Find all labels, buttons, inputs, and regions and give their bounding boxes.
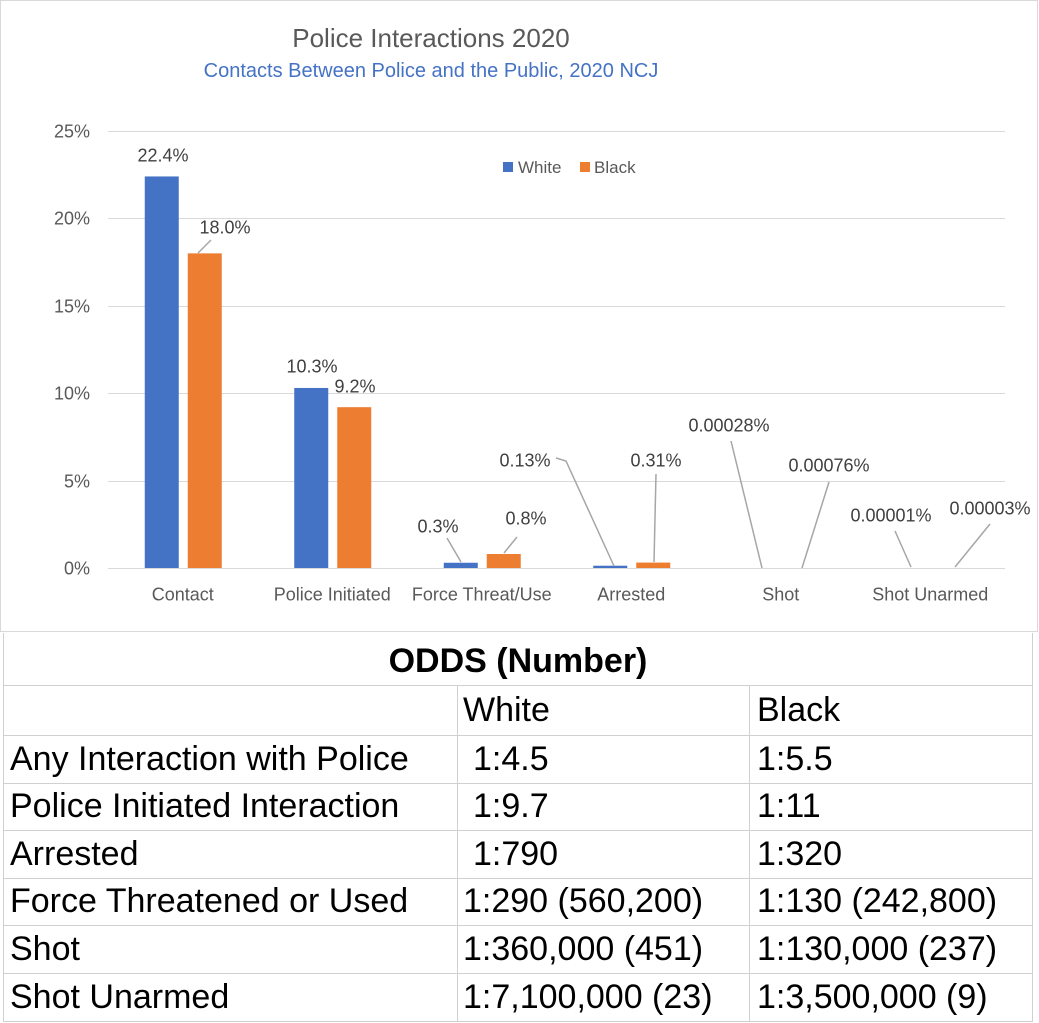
header-black: Black [757, 691, 841, 729]
leader-line-white-shot-unarmed [894, 530, 912, 568]
table-row: Shot Unarmed 1:7,100,000 (23) 1:3,500,00… [4, 973, 1032, 1021]
legend: White Black [503, 158, 636, 177]
data-label-black-arrested: 0.31% [630, 451, 681, 471]
table-row: Arrested 1:790 1:320 [4, 831, 1032, 879]
row-label: Shot [4, 926, 458, 973]
leader-line-white-force-threat-use [446, 537, 462, 563]
leader-line-white-shot [730, 440, 763, 569]
white-odds: 1:360,000 (451) [458, 926, 750, 973]
chart-title: Police Interactions 2020 [292, 23, 570, 53]
y-tick-label: 15% [54, 297, 90, 317]
bar-black-police-initiated [337, 407, 372, 568]
black-odds: 1:320 [757, 834, 843, 873]
black-odds: 1:5.5 [757, 739, 833, 778]
table-row: Force Threatened or Used 1:290 (560,200)… [4, 878, 1032, 926]
white-odds: 1:290 (560,200) [458, 878, 750, 925]
x-tick-label-police-initiated: Police Initiated [274, 585, 391, 605]
y-tick-label: 0% [64, 559, 90, 579]
chart-panel: Police Interactions 2020 Contacts Betwee… [0, 0, 1038, 632]
data-label-black-force-threat-use: 0.8% [505, 509, 546, 529]
bar-white-contact [144, 176, 179, 568]
data-label-white-police-initiated: 10.3% [286, 357, 337, 377]
black-odds: 1:11 [757, 787, 821, 826]
bar-white-force-threat-use [443, 562, 478, 568]
table-header-row: White Black [4, 686, 1032, 736]
data-label-black-shot-unarmed: 0.00003% [949, 499, 1030, 519]
chart-subtitle: Contacts Between Police and the Public, … [204, 60, 659, 82]
y-tick-label: 25% [54, 122, 90, 142]
table-row: Any Interaction with Police 1:4.5 1:5.5 [4, 736, 1032, 784]
gridlines [108, 131, 1005, 569]
row-label: Any Interaction with Police [4, 736, 458, 783]
leader-line-black-shot-unarmed [954, 523, 991, 568]
legend-label-white: White [518, 158, 561, 177]
y-tick-label: 10% [54, 384, 90, 404]
bar-black-contact [187, 253, 222, 569]
legend-label-black: Black [594, 158, 636, 177]
odds-table: ODDS (Number) White Black Any Interactio… [3, 633, 1033, 1022]
bar-black-arrested [636, 562, 671, 568]
bar-white-arrested [593, 565, 628, 568]
table-row: Shot 1:360,000 (451) 1:130,000 (237) [4, 926, 1032, 974]
black-odds: 1:130 (242,800) [757, 882, 998, 921]
row-label: Force Threatened or Used [4, 878, 458, 925]
white-odds: 1:9.7 [458, 783, 750, 830]
row-label: Police Initiated Interaction [4, 783, 458, 830]
x-tick-label-shot: Shot [762, 585, 799, 605]
y-tick-label: 5% [64, 472, 90, 492]
leader-line-black-arrested [653, 473, 657, 563]
row-label: Shot Unarmed [4, 973, 458, 1021]
bar-black-force-threat-use [486, 554, 521, 568]
bar-chart: Police Interactions 2020 Contacts Betwee… [0, 0, 1038, 632]
header-empty-cell [4, 686, 458, 735]
data-label-white-shot: 0.00028% [688, 416, 769, 436]
x-tick-label-shot-unarmed: Shot Unarmed [872, 585, 988, 605]
y-tick-label: 20% [54, 209, 90, 229]
data-label-white-contact: 22.4% [137, 146, 188, 166]
axis-labels: 0% 5% 10% 15% 20% 25% Contact Police Initiated F… [54, 122, 988, 605]
x-tick-label-contact: Contact [152, 585, 214, 605]
black-odds: 1:3,500,000 (9) [757, 977, 988, 1016]
leader-line-black-force-threat-use [503, 536, 518, 554]
leader-line-white-arrested [555, 457, 615, 567]
data-label-black-shot: 0.00076% [788, 456, 869, 476]
data-label-white-shot-unarmed: 0.00001% [850, 506, 931, 526]
data-label-white-force-threat-use: 0.3% [417, 517, 458, 537]
table-title: ODDS (Number) [388, 641, 648, 680]
x-tick-label-arrested: Arrested [597, 585, 665, 605]
bar-white-police-initiated [294, 387, 329, 568]
white-odds: 1:790 [458, 831, 750, 878]
leader-line-black-contact [197, 239, 212, 254]
table-row: Police Initiated Interaction 1:9.7 1:11 [4, 783, 1032, 831]
table-title-row: ODDS (Number) [4, 633, 1032, 686]
data-label-black-contact: 18.0% [199, 218, 250, 238]
data-labels: 22.4% 10.3% 0.3% 0.13% 0.00028% 0.00001% 18.0%… [137, 146, 1031, 569]
data-label-black-police-initiated: 9.2% [334, 377, 375, 397]
data-label-white-arrested: 0.13% [499, 451, 550, 471]
header-white: White [458, 686, 750, 735]
x-tick-label-force-threat-use: Force Threat/Use [412, 585, 552, 605]
legend-swatch-white [503, 162, 513, 172]
white-odds: 1:4.5 [458, 736, 750, 783]
row-label: Arrested [4, 831, 458, 878]
leader-line-black-shot [801, 481, 830, 569]
white-odds: 1:7,100,000 (23) [458, 973, 750, 1021]
black-odds: 1:130,000 (237) [757, 929, 998, 968]
bars [144, 176, 970, 569]
legend-swatch-black [580, 162, 590, 172]
